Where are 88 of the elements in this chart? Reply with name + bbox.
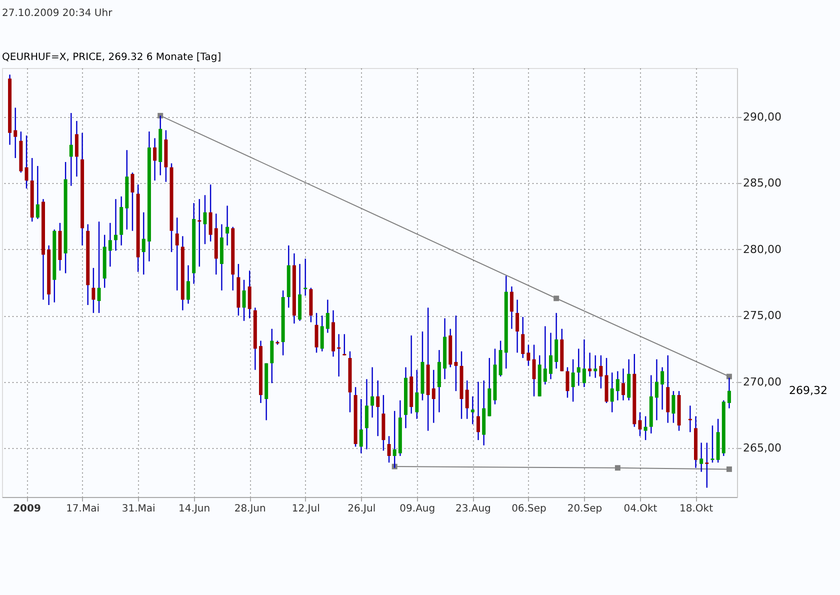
x-tick-label: 12.Jul bbox=[292, 504, 320, 514]
candlestick bbox=[142, 212, 146, 276]
candlestick bbox=[326, 299, 330, 334]
candlestick bbox=[24, 134, 28, 190]
candlestick bbox=[470, 396, 474, 425]
candlestick bbox=[108, 222, 112, 268]
candlestick bbox=[175, 217, 179, 292]
candlestick bbox=[242, 279, 246, 322]
chart-subtitle: QEURHUF=X, PRICE, 269.32 6 Monate [Tag] bbox=[2, 52, 222, 63]
candlestick bbox=[314, 312, 318, 354]
candlestick bbox=[114, 198, 118, 252]
candlestick bbox=[700, 442, 704, 472]
y-tick-label: 285,00 bbox=[743, 176, 782, 190]
candlestick bbox=[660, 366, 664, 410]
candlestick bbox=[705, 442, 709, 488]
candlestick bbox=[130, 172, 134, 232]
candlestick bbox=[465, 380, 469, 420]
y-tick-label: 270,00 bbox=[743, 375, 782, 388]
candlestick bbox=[576, 348, 580, 386]
candlestick bbox=[627, 358, 631, 401]
x-tick-label: 04.Okt bbox=[624, 504, 658, 514]
x-tick-label: 17.Mai bbox=[66, 504, 100, 514]
x-tick-label: 20.Sep bbox=[567, 504, 602, 514]
candlestick bbox=[532, 344, 536, 397]
candlestick bbox=[342, 334, 346, 356]
candlestick bbox=[599, 354, 603, 390]
y-tick-label: 265,00 bbox=[743, 442, 782, 455]
candlestick bbox=[364, 378, 368, 450]
candlestick bbox=[571, 358, 575, 402]
candlestick bbox=[270, 328, 274, 384]
candlestick bbox=[638, 412, 642, 437]
candlestick bbox=[454, 315, 458, 392]
candlestick bbox=[387, 435, 391, 464]
candlestick bbox=[226, 205, 230, 246]
y-tick-label: 290,00 bbox=[743, 110, 782, 124]
point bbox=[554, 296, 560, 302]
candlestick bbox=[554, 312, 558, 370]
x-tick-label: 2009 bbox=[13, 504, 41, 514]
candlestick bbox=[516, 299, 520, 354]
candlestick bbox=[14, 107, 18, 159]
x-tick-label: 23.Aug bbox=[455, 504, 491, 514]
candlestick bbox=[526, 344, 530, 367]
candlestick bbox=[521, 316, 525, 359]
y-tick-label: 280,00 bbox=[743, 242, 782, 256]
candlestick bbox=[654, 358, 658, 421]
x-tick-label: 06.Sep bbox=[512, 504, 546, 514]
point bbox=[614, 465, 620, 471]
candlestick bbox=[74, 120, 78, 178]
candlestick bbox=[432, 369, 436, 424]
point bbox=[158, 112, 164, 118]
text: 269,32 bbox=[789, 384, 828, 397]
candlestick bbox=[248, 270, 252, 319]
candlestick bbox=[36, 165, 40, 220]
candlestick bbox=[610, 372, 614, 413]
candlestick bbox=[672, 390, 676, 424]
candlestick bbox=[208, 184, 212, 242]
candlestick bbox=[594, 354, 598, 378]
candlestick bbox=[415, 369, 419, 420]
candlestick bbox=[582, 338, 586, 388]
candlestick bbox=[588, 352, 592, 378]
candlestick bbox=[97, 220, 101, 314]
candlestick bbox=[359, 398, 363, 454]
x-tick-label: 18.Okt bbox=[680, 504, 714, 514]
x-tick-label: 26.Jul bbox=[348, 504, 376, 514]
chart-title: 27.10.2009 20:34 Uhr bbox=[2, 8, 114, 19]
candlestick bbox=[203, 194, 207, 245]
candlestick bbox=[320, 315, 324, 352]
y-tick-label: 275,00 bbox=[743, 309, 782, 322]
candlestick bbox=[710, 424, 714, 464]
candlestick bbox=[644, 416, 648, 441]
candlestick bbox=[549, 332, 552, 380]
candlestick bbox=[566, 366, 570, 398]
x-tick-label: 28.Jun bbox=[234, 504, 266, 514]
x-tick-label: 31.Mai bbox=[122, 504, 156, 514]
candlestick bbox=[376, 380, 380, 437]
candlestick bbox=[69, 112, 73, 186]
x-tick-label: 09.Aug bbox=[400, 504, 436, 514]
candlestick bbox=[510, 286, 514, 330]
candlestick bbox=[92, 267, 96, 314]
candlestick bbox=[153, 138, 157, 182]
candlestick bbox=[616, 370, 620, 401]
candlestick bbox=[543, 326, 547, 386]
x-tick-label: 14.Jun bbox=[178, 504, 210, 514]
candlestick bbox=[370, 366, 374, 418]
candlestick bbox=[186, 264, 190, 304]
candlestick bbox=[622, 368, 625, 401]
point bbox=[726, 466, 732, 472]
candlestick bbox=[476, 381, 480, 441]
